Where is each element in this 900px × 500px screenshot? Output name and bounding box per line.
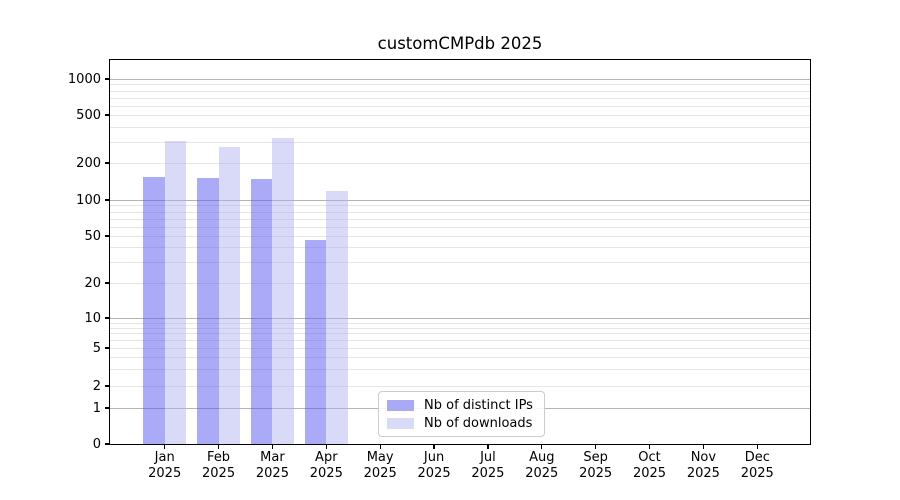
legend-entry-distinct-ips: Nb of distinct IPs [387,398,536,413]
x-tick-label: Mar 2025 [255,450,289,481]
y-tick-mark [104,114,109,116]
y-tick-label: 1000 [67,71,101,87]
legend: Nb of distinct IPs Nb of downloads [378,391,545,437]
x-tick-mark [325,444,327,449]
y-tick-mark [104,347,109,349]
x-tick-mark [595,444,597,449]
y-tick-label: 1 [92,400,101,416]
bar-downloads [164,140,187,444]
gridline-minor [110,211,810,213]
y-tick-mark [104,317,109,319]
y-tick-label: 50 [84,228,101,244]
bar-downloads [218,147,241,444]
y-tick-mark [104,282,109,284]
x-tick-label: Dec 2025 [740,450,774,481]
y-tick-mark [104,385,109,387]
gridline-major [110,318,810,319]
y-tick-label: 20 [84,275,101,291]
gridline-minor [110,283,810,284]
gridline-minor [110,115,810,116]
gridline-minor [110,357,810,359]
gridline-minor [110,226,810,228]
gridline-minor [110,90,810,92]
y-tick-label: 0 [92,436,101,452]
x-tick-label: Sep 2025 [579,450,613,481]
legend-entry-downloads: Nb of downloads [387,416,536,431]
x-tick-mark [217,444,220,449]
x-tick-mark [271,444,274,449]
gridline-minor [110,333,810,335]
x-tick-label: Aug 2025 [525,450,559,481]
x-tick-mark [541,444,543,449]
gridline-minor [110,322,810,324]
y-tick-label: 10 [84,310,101,326]
x-tick-label: Nov 2025 [686,450,720,481]
x-tick-label: Feb 2025 [202,450,236,481]
gridline-major [110,79,810,80]
y-tick-mark [104,78,109,80]
x-tick-mark [433,444,435,449]
gridline-minor [110,126,810,128]
x-tick-label: Jul 2025 [471,450,505,481]
x-tick-label: Apr 2025 [309,450,343,481]
gridline-minor [110,369,810,371]
bar-distinct-ips [250,179,273,444]
y-tick-mark [104,407,109,409]
bar-distinct-ips [304,240,327,444]
y-tick-label: 500 [76,107,101,123]
gridline-minor [110,97,810,99]
gridline-minor [110,386,810,387]
x-tick-label: Oct 2025 [632,450,667,481]
gridline-minor [110,84,810,86]
y-tick-mark [104,162,109,164]
y-tick-mark [104,199,109,201]
gridline-major [110,200,810,201]
y-tick-label: 100 [76,192,101,208]
gridline-minor [110,262,810,264]
y-tick-label: 200 [76,155,101,171]
gridline-minor [110,327,810,329]
x-tick-label: Jan 2025 [148,450,182,481]
chart-title: customCMPdb 2025 [377,34,543,53]
legend-swatch-distinct-ips [387,399,414,411]
x-tick-mark [756,444,758,449]
y-tick-mark [104,235,109,237]
y-tick-mark [104,443,109,445]
x-tick-mark [648,444,651,449]
gridline-minor [110,340,810,342]
legend-swatch-downloads [387,417,414,429]
gridline-minor [110,218,810,220]
x-tick-label: Jun 2025 [417,450,451,481]
x-tick-mark [702,444,705,449]
y-tick-label: 2 [92,378,101,394]
plot-area [110,60,810,444]
bar-downloads [326,191,348,444]
x-tick-label: May 2025 [363,450,397,481]
x-tick-mark [379,444,381,449]
gridline-minor [110,163,810,164]
gridline-minor [110,205,810,207]
legend-label-downloads: Nb of downloads [424,415,533,431]
bar-distinct-ips [197,178,219,444]
bar-downloads [272,138,294,444]
y-tick-label: 5 [92,340,101,356]
bar-distinct-ips [143,176,165,444]
gridline-minor [110,105,810,107]
x-tick-mark [164,444,166,449]
gridline-minor [110,236,810,237]
gridline-minor [110,247,810,249]
legend-label-distinct-ips: Nb of distinct IPs [424,397,533,413]
x-tick-mark [487,444,489,449]
gridline-minor [110,348,810,349]
gridline-minor [110,141,810,143]
